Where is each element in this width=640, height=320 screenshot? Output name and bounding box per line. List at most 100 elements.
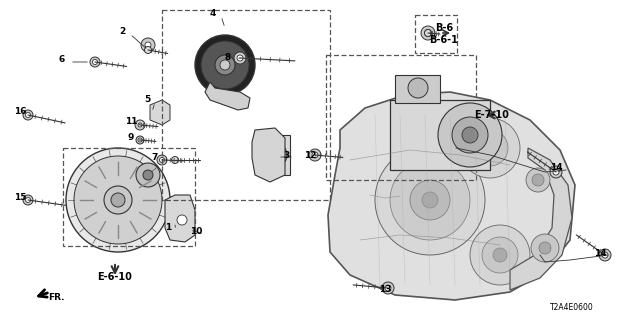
- Text: 12: 12: [304, 151, 316, 161]
- Circle shape: [159, 156, 166, 164]
- Circle shape: [602, 252, 608, 258]
- Circle shape: [390, 160, 470, 240]
- Bar: [162, 10, 330, 200]
- Circle shape: [438, 103, 502, 167]
- Circle shape: [552, 169, 559, 175]
- Circle shape: [385, 285, 391, 291]
- Text: 11: 11: [125, 117, 137, 126]
- Bar: [415, 15, 457, 53]
- Bar: [260, 135, 290, 175]
- Text: 10: 10: [190, 228, 202, 236]
- Circle shape: [177, 215, 187, 225]
- Text: FR.: FR.: [48, 292, 64, 301]
- Circle shape: [111, 193, 125, 207]
- Text: 6: 6: [59, 55, 65, 65]
- Circle shape: [26, 113, 31, 117]
- Circle shape: [141, 38, 155, 52]
- Text: 1: 1: [165, 223, 171, 233]
- Circle shape: [553, 169, 559, 175]
- Text: 15: 15: [13, 194, 26, 203]
- Polygon shape: [205, 82, 250, 110]
- Circle shape: [493, 248, 507, 262]
- Text: 2: 2: [119, 28, 125, 36]
- Circle shape: [312, 152, 318, 158]
- Circle shape: [462, 127, 478, 143]
- Text: 3: 3: [283, 150, 289, 159]
- Circle shape: [136, 137, 143, 143]
- Circle shape: [26, 197, 31, 203]
- Text: 14: 14: [550, 164, 563, 172]
- Circle shape: [470, 225, 530, 285]
- Circle shape: [599, 249, 611, 261]
- Circle shape: [539, 242, 551, 254]
- Text: B-6-1: B-6-1: [429, 35, 458, 45]
- Circle shape: [482, 237, 518, 273]
- Circle shape: [237, 54, 243, 61]
- Circle shape: [215, 55, 235, 75]
- Text: B-6: B-6: [435, 23, 453, 33]
- Text: 5: 5: [144, 95, 150, 105]
- Bar: [63, 148, 195, 246]
- Text: 4: 4: [210, 10, 216, 19]
- Polygon shape: [328, 92, 575, 300]
- Circle shape: [23, 195, 33, 205]
- Circle shape: [312, 151, 319, 158]
- Circle shape: [136, 163, 160, 187]
- Circle shape: [138, 123, 142, 127]
- Circle shape: [136, 136, 144, 144]
- Circle shape: [66, 148, 170, 252]
- Text: E-6-10: E-6-10: [97, 272, 132, 282]
- Polygon shape: [150, 100, 170, 125]
- Circle shape: [136, 122, 143, 129]
- Circle shape: [452, 117, 488, 153]
- Circle shape: [145, 42, 151, 48]
- Circle shape: [172, 156, 179, 164]
- Circle shape: [421, 26, 435, 40]
- Bar: [395, 75, 440, 103]
- Circle shape: [92, 59, 99, 66]
- Text: E-7-10: E-7-10: [475, 110, 509, 120]
- Circle shape: [24, 111, 31, 118]
- Circle shape: [104, 186, 132, 214]
- Polygon shape: [510, 148, 572, 290]
- Circle shape: [424, 29, 431, 36]
- Circle shape: [550, 166, 562, 178]
- Circle shape: [159, 157, 164, 163]
- Circle shape: [385, 284, 392, 292]
- Text: 13: 13: [379, 285, 391, 294]
- Circle shape: [74, 156, 162, 244]
- Bar: [326, 55, 476, 180]
- Circle shape: [145, 46, 152, 53]
- Circle shape: [23, 110, 33, 120]
- Circle shape: [531, 234, 559, 262]
- Text: 14: 14: [594, 249, 606, 258]
- Circle shape: [460, 118, 520, 178]
- Bar: [390, 100, 490, 170]
- Circle shape: [157, 155, 167, 165]
- Circle shape: [143, 170, 153, 180]
- Circle shape: [263, 143, 287, 167]
- Circle shape: [422, 192, 438, 208]
- Circle shape: [237, 55, 243, 61]
- Text: 9: 9: [128, 133, 134, 142]
- Circle shape: [472, 130, 508, 166]
- Circle shape: [195, 35, 255, 95]
- Circle shape: [24, 196, 31, 204]
- Text: 16: 16: [13, 108, 26, 116]
- Circle shape: [483, 141, 497, 155]
- Circle shape: [309, 149, 321, 161]
- Polygon shape: [252, 128, 285, 182]
- Circle shape: [424, 29, 431, 36]
- Polygon shape: [165, 195, 195, 242]
- Circle shape: [408, 78, 428, 98]
- Circle shape: [220, 60, 230, 70]
- Circle shape: [602, 252, 609, 259]
- Circle shape: [93, 60, 97, 65]
- Circle shape: [375, 145, 485, 255]
- Circle shape: [526, 168, 550, 192]
- Circle shape: [270, 150, 280, 160]
- Circle shape: [532, 174, 544, 186]
- Text: T2A4E0600: T2A4E0600: [550, 302, 594, 311]
- Circle shape: [135, 120, 145, 130]
- Circle shape: [234, 52, 246, 64]
